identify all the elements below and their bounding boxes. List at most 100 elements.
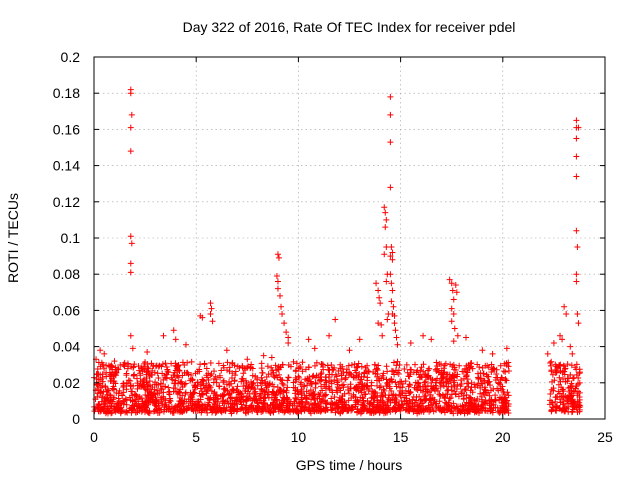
data-point-dense [240, 370, 247, 377]
data-point [387, 139, 394, 146]
data-point-dense [329, 406, 336, 413]
data-point-dense [423, 386, 430, 393]
data-point-dense [368, 379, 375, 386]
data-point-dense [440, 369, 447, 376]
data-point-dense [361, 391, 368, 398]
y-tick-label: 0.18 [53, 85, 80, 101]
data-point [452, 282, 459, 289]
data-point-dense [311, 362, 318, 369]
data-point-dense [200, 406, 207, 413]
data-point-dense [375, 401, 382, 408]
data-point-dense [298, 390, 305, 397]
data-point-dense [181, 406, 188, 413]
data-point-dense [101, 408, 108, 415]
data-point-dense [355, 388, 362, 395]
data-point [275, 254, 282, 261]
data-point-dense [312, 380, 319, 387]
data-point-dense [318, 407, 325, 414]
data-point-dense [347, 370, 354, 377]
data-point-dense [314, 395, 321, 402]
data-point-dense [232, 368, 239, 375]
data-point-dense [138, 408, 145, 415]
data-point-dense [562, 365, 569, 372]
data-point-dense [556, 405, 563, 412]
data-point-dense [334, 383, 341, 390]
data-point-dense [298, 407, 305, 414]
data-point-dense [317, 389, 324, 396]
data-point-dense [328, 380, 335, 387]
data-point-dense [182, 380, 189, 387]
data-point-dense [484, 379, 491, 386]
data-point-dense [425, 374, 432, 381]
data-point [388, 280, 395, 287]
data-point-dense [138, 395, 145, 402]
data-point-dense [395, 405, 402, 412]
data-point-dense [249, 408, 256, 415]
data-point-dense [333, 373, 340, 380]
data-point [446, 276, 453, 283]
data-point-dense [95, 386, 102, 393]
data-point-dense [280, 382, 287, 389]
data-point [454, 332, 461, 339]
data-point [170, 327, 177, 334]
data-point-dense [226, 381, 233, 388]
data-point-dense [261, 394, 268, 401]
data-point-dense [398, 398, 405, 405]
data-point [326, 332, 333, 339]
data-point [503, 345, 510, 352]
data-point [305, 336, 312, 343]
data-point [375, 320, 382, 327]
data-point-dense [494, 385, 501, 392]
data-point-dense [132, 409, 139, 416]
data-point [388, 298, 395, 305]
data-point-dense [179, 383, 186, 390]
data-point-dense [102, 384, 109, 391]
data-point-dense [317, 371, 324, 378]
data-point-dense [354, 363, 361, 370]
data-point [381, 251, 388, 258]
data-point-dense [422, 378, 429, 385]
data-point-dense [381, 387, 388, 394]
data-point-dense [172, 362, 179, 369]
data-point-dense [348, 362, 355, 369]
data-point-dense [412, 407, 419, 414]
data-point [97, 347, 104, 354]
data-point-dense [320, 366, 327, 373]
data-point-dense [326, 371, 333, 378]
data-point-dense [338, 370, 345, 377]
data-point-dense [210, 390, 217, 397]
data-point-dense [309, 392, 316, 399]
data-point-dense [275, 403, 282, 410]
data-point-dense [340, 381, 347, 388]
data-point-dense [400, 404, 407, 411]
data-point-dense [233, 387, 240, 394]
data-point-dense [480, 401, 487, 408]
data-point-dense [451, 383, 458, 390]
data-point [394, 341, 401, 348]
data-point-dense [248, 361, 255, 368]
data-point [574, 311, 581, 318]
data-point-dense [318, 361, 325, 368]
data-point-dense [329, 389, 336, 396]
data-point-dense [169, 409, 176, 416]
data-point-dense [157, 396, 164, 403]
data-point-dense [281, 396, 288, 403]
data-point-dense [549, 399, 556, 406]
data-point-dense [360, 395, 367, 402]
data-point-dense [292, 378, 299, 385]
data-point-dense [460, 368, 467, 375]
data-point-dense [389, 392, 396, 399]
data-point-dense [375, 362, 382, 369]
data-point-dense [215, 395, 222, 402]
data-point-dense [356, 371, 363, 378]
data-point [223, 347, 230, 354]
data-point-dense [549, 371, 556, 378]
data-point-dense [484, 400, 491, 407]
data-point-dense [472, 403, 479, 410]
x-tick-label: 0 [90, 429, 98, 445]
data-point-dense [234, 405, 241, 412]
data-point-dense [162, 360, 169, 367]
data-point-dense [108, 410, 115, 417]
data-point [573, 117, 580, 124]
data-point-dense [191, 389, 198, 396]
